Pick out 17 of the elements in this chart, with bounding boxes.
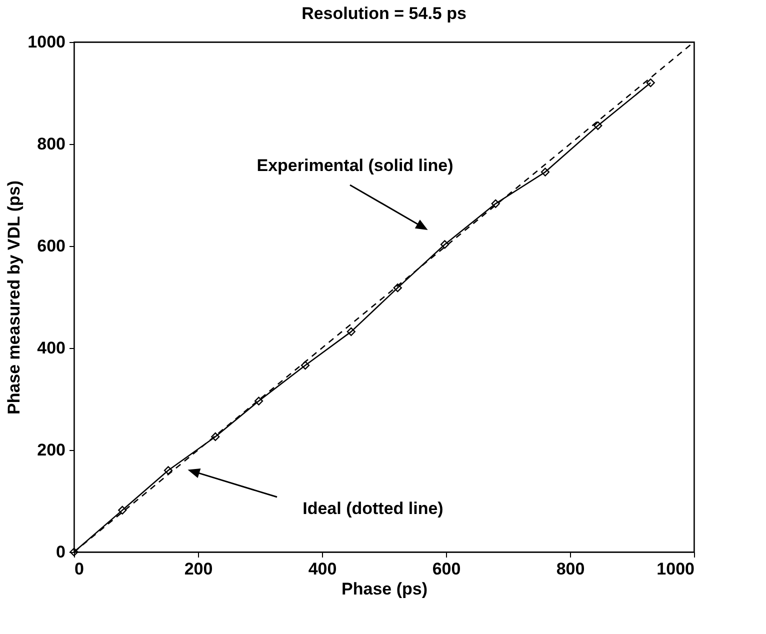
x-tick-label: 400 xyxy=(308,560,337,578)
x-tick-label: 200 xyxy=(184,560,213,578)
y-tick-label: 1000 xyxy=(28,32,66,52)
y-tick-label: 800 xyxy=(37,134,66,154)
y-tick-label: 600 xyxy=(37,236,66,256)
annotation: Ideal (dotted line) xyxy=(302,499,444,518)
x-tick-label: 1000 xyxy=(656,560,694,578)
chart-title: Resolution = 54.5 ps xyxy=(302,4,466,23)
x-axis-title: Phase (ps) xyxy=(342,580,428,598)
x-tick-label: 800 xyxy=(556,560,585,578)
y-tick-label: 0 xyxy=(56,542,66,562)
x-tick-label: 0 xyxy=(74,560,84,578)
y-tick-label: 400 xyxy=(37,338,66,358)
y-tick-label: 200 xyxy=(37,440,66,460)
x-tick-label: 600 xyxy=(432,560,461,578)
annotation: Experimental (solid line) xyxy=(256,156,454,175)
y-axis-title: Phase measured by VDL (ps) xyxy=(4,180,24,414)
